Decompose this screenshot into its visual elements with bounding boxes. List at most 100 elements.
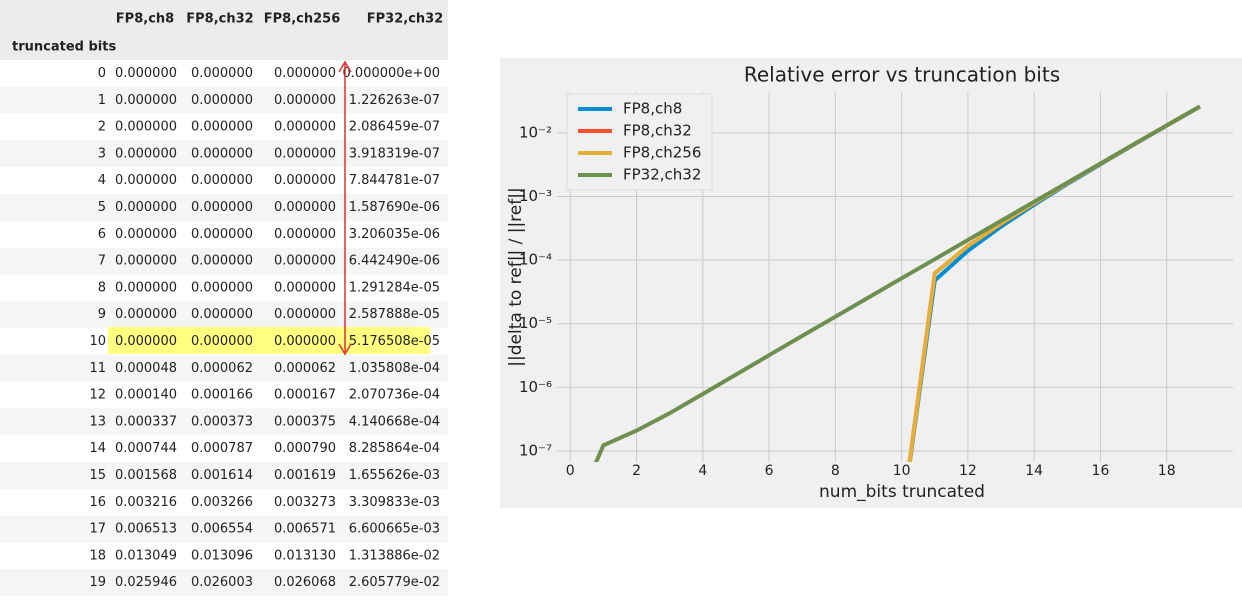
cell: 0.000000 [115,66,177,81]
row-index: 13 [89,414,106,429]
y-tick-label: 10⁻⁶ [519,378,552,396]
cell: 0.000000 [191,254,253,269]
x-tick-label: 12 [959,463,977,479]
cell: 0.000062 [274,361,336,376]
row-index: 7 [98,254,106,269]
cell: 3.309833e-03 [349,495,440,510]
row-highlight [108,327,430,354]
cell: 1.291284e-05 [349,280,440,295]
x-tick-label: 10 [893,463,911,479]
cell: 0.000000 [191,334,253,349]
cell: 1.313886e-02 [349,548,440,563]
row-index: 17 [89,522,106,537]
cell: 6.442490e-06 [349,254,440,269]
cell: 0.000000 [115,93,177,108]
cell: 0.000000 [191,146,253,161]
column-header: FP32,ch32 [367,12,444,27]
cell: 5.176508e-05 [349,334,440,349]
cell: 0.000744 [115,441,177,456]
cell: 0.000000 [191,66,253,81]
arrow-heads [338,60,352,356]
cell: 0.000000 [115,146,177,161]
cell: 1.226263e-07 [349,93,440,108]
y-axis-label: ||delta to ref|| / ||ref|| [506,187,526,366]
row-stripe [0,569,448,596]
cell: 0.000000 [191,280,253,295]
cell: 3.918319e-07 [349,146,440,161]
cell: 0.000048 [115,361,177,376]
row-index: 10 [89,334,106,349]
cell: 0.000000 [191,307,253,322]
cell: 0.000000 [274,227,336,242]
cell: 0.000000 [115,120,177,135]
cell: 0.026003 [191,575,253,590]
cell: 0.000000 [115,200,177,215]
cell: 0.000000 [274,307,336,322]
cell: 1.587690e-06 [349,200,440,215]
row-index: 11 [89,361,106,376]
row-stripe [0,247,448,275]
row-index: 5 [98,200,106,215]
cell: 0.013130 [274,548,336,563]
row-index: 12 [89,388,106,403]
cell: 0.001568 [115,468,177,483]
cell: 0.000000 [274,173,336,188]
chart-title: Relative error vs truncation bits [744,63,1060,87]
column-header: FP8,ch32 [186,12,253,27]
data-table: FP8,ch8 FP8,ch32 FP8,ch256 FP32,ch32 truncat… [0,0,448,596]
series-lines [594,104,1201,462]
cell: 0.000000 [191,200,253,215]
cell: 0.013096 [191,548,253,563]
x-tick-label: 2 [632,463,641,479]
row-stripe [0,194,448,221]
y-tick-label: 10⁻⁴ [519,251,552,269]
x-axis-label: num_bits truncated [819,482,985,502]
cell: 0.003266 [191,495,253,510]
row-index: 2 [98,120,106,135]
chart-panel: Relative error vs truncation bits num_bi… [500,58,1242,508]
cell: 0.000787 [191,441,253,456]
row-index: 1 [98,93,106,108]
row-stripe [0,462,448,489]
legend: FP8,ch8 FP8,ch32 FP8,ch256 FP32,ch32 [566,93,713,191]
cell: 0.000000 [274,200,336,215]
cell: 0.000166 [191,388,253,403]
cell: 0.001614 [191,468,253,483]
x-tick-label: 18 [1158,463,1176,479]
cell: 0.000000 [115,280,177,295]
x-tick-label: 8 [831,463,840,479]
row-index: 19 [89,575,106,590]
series-line [594,104,1201,462]
cell: 0.000000 [191,93,253,108]
cell: 8.285864e-04 [349,441,440,456]
column-header: FP8,ch8 [116,12,174,27]
column-header: FP8,ch256 [264,12,341,27]
cell: 0.000373 [191,414,253,429]
cell: 7.844781e-07 [349,173,440,188]
table-header-bg [0,0,448,60]
cell: 3.206035e-06 [349,227,440,242]
x-tick-label: 0 [566,463,575,479]
row-index: 8 [98,280,106,295]
cell: 0.000000 [274,66,336,81]
cell: 2.587888e-05 [349,307,440,322]
legend-label: FP32,ch32 [623,166,701,184]
cell: 0.000167 [274,388,336,403]
cell: 2.070736e-04 [349,388,440,403]
cell: 2.605779e-02 [349,575,440,590]
cell: 0.000000 [274,334,336,349]
x-tick-label: 16 [1092,463,1110,479]
y-tick-label: 10⁻² [519,123,552,141]
cell: 0.000000 [191,120,253,135]
legend-label: FP8,ch256 [623,144,701,162]
legend-label: FP8,ch32 [623,122,692,140]
x-tick-label: 4 [698,463,707,479]
plot-area: 0 2 4 6 8 10 12 14 16 18 10⁻⁷ 10⁻⁶ 10⁻⁵ 10⁻⁴ 10⁻³ 10⁻² F… [519,92,1233,479]
cell: 0.000000e+00 [343,66,440,81]
cell: 2.086459e-07 [349,120,440,135]
cell: 0.000000 [274,254,336,269]
row-index: 3 [98,146,106,161]
legend-label: FP8,ch8 [623,100,682,118]
cell: 0.000000 [191,227,253,242]
cell: 0.000375 [274,414,336,429]
